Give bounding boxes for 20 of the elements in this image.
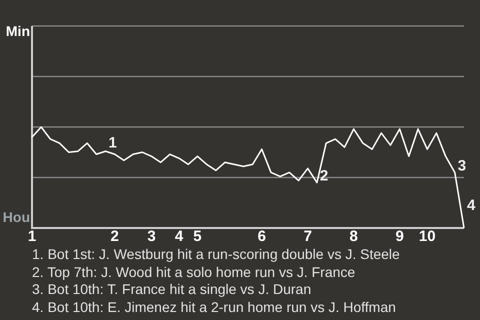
annotation: 1	[108, 134, 117, 152]
text: 3. Bot 10th: T. France hit a single vs J. Duran	[32, 281, 312, 298]
x-tick-label: 2	[110, 228, 119, 246]
x-tick-label: 3	[147, 228, 156, 246]
x-tick-label: 10	[418, 228, 436, 246]
text: 2. Top 7th: J. Wood hit a solo home run vs J. France	[32, 264, 356, 281]
text: 1. Bot 1st: J. Westburg hit a run-scoring double vs J. Steele	[32, 246, 401, 264]
x-tick-label: 5	[193, 228, 202, 246]
text: 4	[467, 197, 476, 214]
text: 4. Bot 10th: E. Jimenez hit a 2-run home run vs J. Hoffman	[32, 298, 397, 316]
x-tick-label: 4	[174, 228, 184, 246]
x-tick-label: 1	[28, 228, 36, 246]
annotation: 2	[320, 168, 328, 185]
text: Min	[6, 22, 30, 39]
x-tick-label: 7	[304, 228, 312, 246]
x-tick-label: 6	[258, 228, 266, 246]
x-tick-label: 8	[350, 228, 358, 246]
text: Hou	[2, 208, 30, 225]
x-tick-label: 9	[395, 228, 404, 246]
annotation: 3	[458, 158, 466, 175]
